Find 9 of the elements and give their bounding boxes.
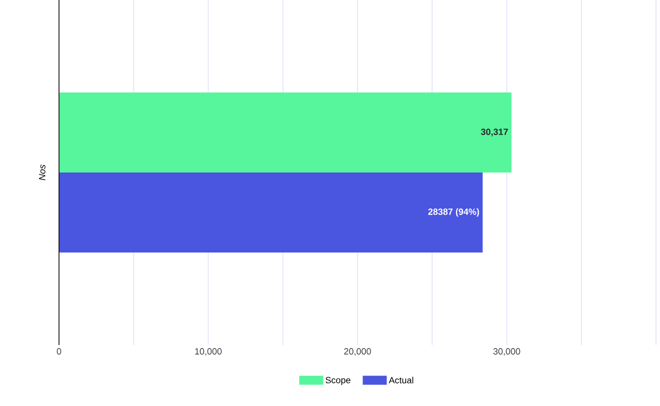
x-tick-label: 20,000 bbox=[344, 348, 371, 356]
x-tick-label: 0 bbox=[56, 348, 62, 355]
x-tick-label: 10,000 bbox=[195, 348, 222, 356]
y-axis-title: Nos bbox=[39, 164, 46, 180]
legend-label: Scope bbox=[326, 376, 350, 386]
x-tick-label: 30,000 bbox=[493, 348, 520, 356]
data-label: 30,317 bbox=[480, 128, 508, 136]
legend-label: Actual bbox=[388, 376, 414, 384]
data-label: 28387 (94%) bbox=[428, 208, 480, 217]
